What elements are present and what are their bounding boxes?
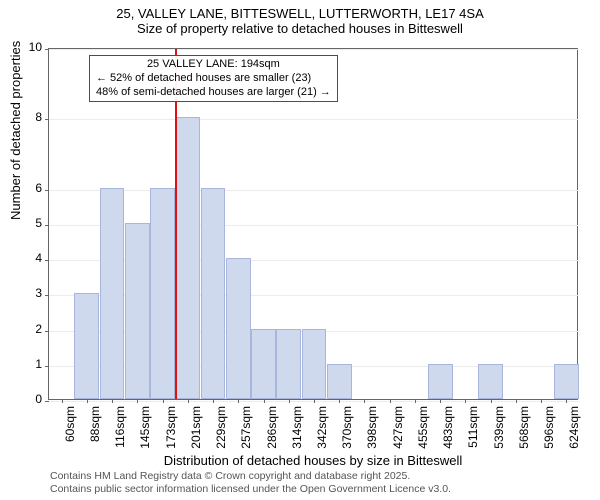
histogram-bar [175, 117, 200, 399]
ytick-label: 8 [2, 110, 42, 124]
xtick-label: 511sqm [466, 406, 480, 456]
annotation-line3: 48% of semi-detached houses are larger (… [96, 86, 331, 100]
xtick-label: 596sqm [542, 406, 556, 456]
ytick-mark [45, 331, 49, 332]
gridline [49, 190, 579, 191]
histogram-bar [478, 364, 503, 399]
histogram-bar [428, 364, 453, 399]
xtick-label: 229sqm [214, 406, 228, 456]
xtick-label: 624sqm [567, 406, 581, 456]
ytick-mark [45, 225, 49, 226]
ytick-label: 6 [2, 181, 42, 195]
xtick-mark [264, 399, 265, 403]
ytick-label: 0 [2, 392, 42, 406]
xtick-mark [390, 399, 391, 403]
ytick-mark [45, 190, 49, 191]
xtick-mark [62, 399, 63, 403]
xtick-mark [440, 399, 441, 403]
xtick-mark [213, 399, 214, 403]
gridline [49, 49, 579, 50]
ytick-label: 10 [2, 40, 42, 54]
xtick-mark [491, 399, 492, 403]
histogram-bar [302, 329, 327, 399]
xtick-mark [364, 399, 365, 403]
xtick-mark [188, 399, 189, 403]
xtick-mark [566, 399, 567, 403]
annotation-line1: 25 VALLEY LANE: 194sqm [96, 58, 331, 72]
xtick-mark [163, 399, 164, 403]
xtick-label: 568sqm [517, 406, 531, 456]
xtick-label: 286sqm [265, 406, 279, 456]
plot-region: 25 VALLEY LANE: 194sqm ← 52% of detached… [48, 48, 578, 400]
ytick-mark [45, 366, 49, 367]
xtick-label: 201sqm [189, 406, 203, 456]
histogram-bar [100, 188, 125, 399]
footer-line1: Contains HM Land Registry data © Crown c… [50, 470, 451, 483]
ytick-label: 4 [2, 251, 42, 265]
xtick-mark [516, 399, 517, 403]
histogram-bar [150, 188, 175, 399]
xtick-mark [541, 399, 542, 403]
xtick-label: 483sqm [441, 406, 455, 456]
footer-text: Contains HM Land Registry data © Crown c… [50, 470, 451, 496]
annotation-line2: ← 52% of detached houses are smaller (23… [96, 72, 331, 86]
chart-subtitle: Size of property relative to detached ho… [0, 21, 600, 36]
xtick-label: 427sqm [391, 406, 405, 456]
histogram-bar [201, 188, 226, 399]
xtick-label: 539sqm [492, 406, 506, 456]
xtick-mark [112, 399, 113, 403]
xtick-mark [137, 399, 138, 403]
ytick-mark [45, 401, 49, 402]
footer-line2: Contains public sector information licen… [50, 483, 451, 496]
annotation-box: 25 VALLEY LANE: 194sqm ← 52% of detached… [89, 55, 338, 102]
xtick-label: 116sqm [113, 406, 127, 456]
ytick-mark [45, 295, 49, 296]
xtick-label: 370sqm [340, 406, 354, 456]
ytick-label: 2 [2, 322, 42, 336]
xtick-label: 342sqm [315, 406, 329, 456]
xtick-label: 257sqm [239, 406, 253, 456]
histogram-bar [554, 364, 579, 399]
ytick-label: 1 [2, 357, 42, 371]
chart-area: 25 VALLEY LANE: 194sqm ← 52% of detached… [48, 48, 578, 400]
ytick-label: 3 [2, 286, 42, 300]
ytick-mark [45, 49, 49, 50]
ytick-mark [45, 260, 49, 261]
xtick-mark [415, 399, 416, 403]
xtick-mark [339, 399, 340, 403]
histogram-bar [226, 258, 251, 399]
histogram-bar [276, 329, 301, 399]
xtick-label: 314sqm [290, 406, 304, 456]
xtick-mark [465, 399, 466, 403]
histogram-bar [327, 364, 352, 399]
xtick-label: 455sqm [416, 406, 430, 456]
xtick-mark [314, 399, 315, 403]
ytick-mark [45, 119, 49, 120]
histogram-bar [251, 329, 276, 399]
xtick-mark [87, 399, 88, 403]
xtick-label: 173sqm [164, 406, 178, 456]
xtick-mark [238, 399, 239, 403]
gridline [49, 119, 579, 120]
histogram-bar [74, 293, 99, 399]
xtick-label: 60sqm [63, 406, 77, 456]
chart-title: 25, VALLEY LANE, BITTESWELL, LUTTERWORTH… [0, 6, 600, 21]
xtick-label: 145sqm [138, 406, 152, 456]
xtick-label: 88sqm [88, 406, 102, 456]
chart-header: 25, VALLEY LANE, BITTESWELL, LUTTERWORTH… [0, 0, 600, 36]
histogram-bar [125, 223, 150, 399]
xtick-mark [289, 399, 290, 403]
ytick-label: 5 [2, 216, 42, 230]
xtick-label: 398sqm [365, 406, 379, 456]
